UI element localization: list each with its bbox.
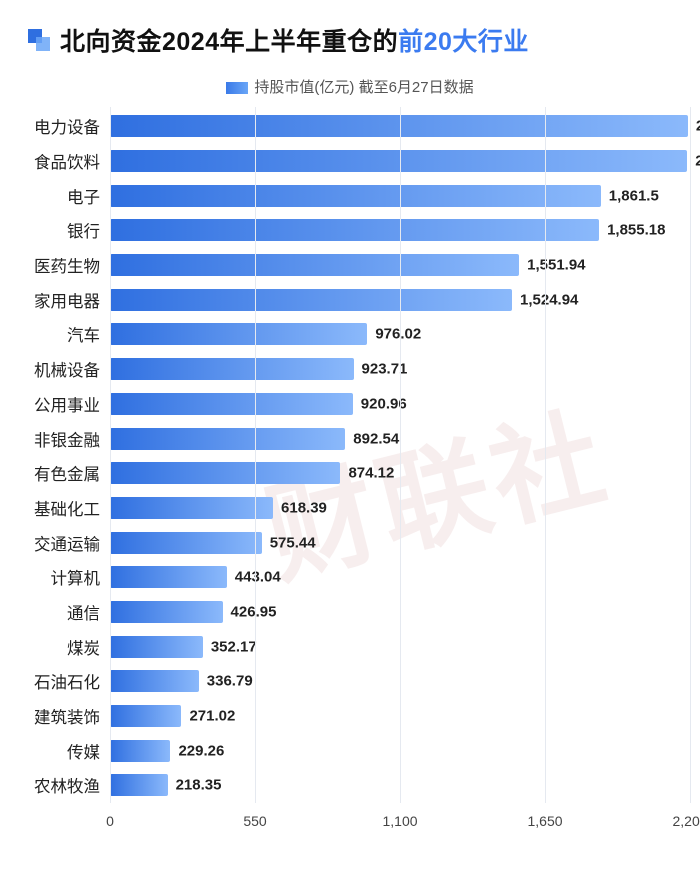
legend-label: 持股市值(亿元) 截至6月27日数据	[254, 79, 473, 96]
title-highlight: 前20大行业	[398, 28, 529, 56]
category-label: 汽车	[67, 322, 110, 346]
bar	[110, 497, 273, 519]
bar	[110, 740, 170, 762]
title-plain: 北向资金2024年上半年重仓的	[60, 28, 398, 56]
grid-line	[255, 107, 256, 803]
value-label: 271.02	[189, 708, 235, 725]
category-label: 电子	[67, 184, 110, 208]
x-axis-tick-label: 2,200	[672, 813, 700, 829]
legend-swatch	[226, 82, 248, 94]
bar	[110, 532, 262, 554]
category-label: 银行	[67, 218, 110, 242]
category-label: 建筑装饰	[34, 704, 110, 728]
bar	[110, 289, 512, 311]
category-label: 食品饮料	[34, 149, 110, 173]
category-label: 煤炭	[67, 635, 110, 659]
value-label: 1,551.94	[527, 257, 585, 274]
category-label: 电力设备	[34, 114, 110, 138]
x-axis-tick-label: 1,650	[527, 813, 562, 829]
category-label: 家用电器	[34, 288, 110, 312]
value-label: 976.02	[375, 326, 421, 343]
bar	[110, 150, 687, 172]
value-label: 336.79	[207, 673, 253, 690]
bar	[110, 705, 181, 727]
value-label: 1,855.18	[607, 222, 665, 239]
value-label: 575.44	[270, 534, 316, 551]
category-label: 农林牧渔	[34, 773, 110, 797]
value-label: 218.35	[176, 777, 222, 794]
bar	[110, 323, 367, 345]
grid-line	[545, 107, 546, 803]
value-label: 1,861.5	[609, 187, 659, 204]
bar	[110, 670, 199, 692]
bar	[110, 566, 227, 588]
grid-line	[690, 107, 691, 803]
chart-title: 北向资金2024年上半年重仓的前20大行业	[60, 22, 529, 58]
bar	[110, 774, 168, 796]
category-label: 公用事业	[34, 392, 110, 416]
category-label: 计算机	[51, 565, 111, 589]
value-label: 892.54	[353, 430, 399, 447]
value-label: 229.26	[178, 742, 224, 759]
bar	[110, 358, 354, 380]
category-label: 交通运输	[34, 531, 110, 555]
category-label: 基础化工	[34, 496, 110, 520]
x-axis-tick-label: 0	[106, 813, 114, 829]
plot-area: 财联社 电力设备2,191.85食品饮料2,189.77电子1,861.5银行1…	[110, 107, 690, 837]
value-label: 443.04	[235, 569, 281, 586]
value-label: 426.95	[231, 603, 277, 620]
bar	[110, 185, 601, 207]
category-label: 机械设备	[34, 357, 110, 381]
value-label: 1,524.94	[520, 291, 578, 308]
bar	[110, 115, 688, 137]
chart-container: 北向资金2024年上半年重仓的前20大行业 持股市值(亿元) 截至6月27日数据…	[0, 0, 700, 884]
value-label: 874.12	[348, 465, 394, 482]
value-label: 2,191.85	[696, 118, 700, 135]
title-icon	[28, 29, 50, 51]
bar	[110, 393, 353, 415]
x-axis-tick-label: 1,100	[382, 813, 417, 829]
bar	[110, 428, 345, 450]
value-label: 352.17	[211, 638, 257, 655]
grid-line	[110, 107, 111, 803]
bar	[110, 601, 223, 623]
category-label: 石油石化	[34, 669, 110, 693]
grid-line	[400, 107, 401, 803]
category-label: 非银金融	[34, 427, 110, 451]
category-label: 医药生物	[34, 253, 110, 277]
category-label: 有色金属	[34, 461, 110, 485]
value-label: 2,189.77	[695, 153, 700, 170]
category-label: 传媒	[67, 739, 110, 763]
bar	[110, 254, 519, 276]
bar	[110, 636, 203, 658]
x-axis-tick-label: 550	[243, 813, 266, 829]
value-label: 618.39	[281, 499, 327, 516]
title-row: 北向资金2024年上半年重仓的前20大行业	[0, 22, 700, 58]
category-label: 通信	[67, 600, 110, 624]
bar	[110, 462, 340, 484]
bar	[110, 219, 599, 241]
legend: 持股市值(亿元) 截至6月27日数据	[0, 76, 700, 97]
